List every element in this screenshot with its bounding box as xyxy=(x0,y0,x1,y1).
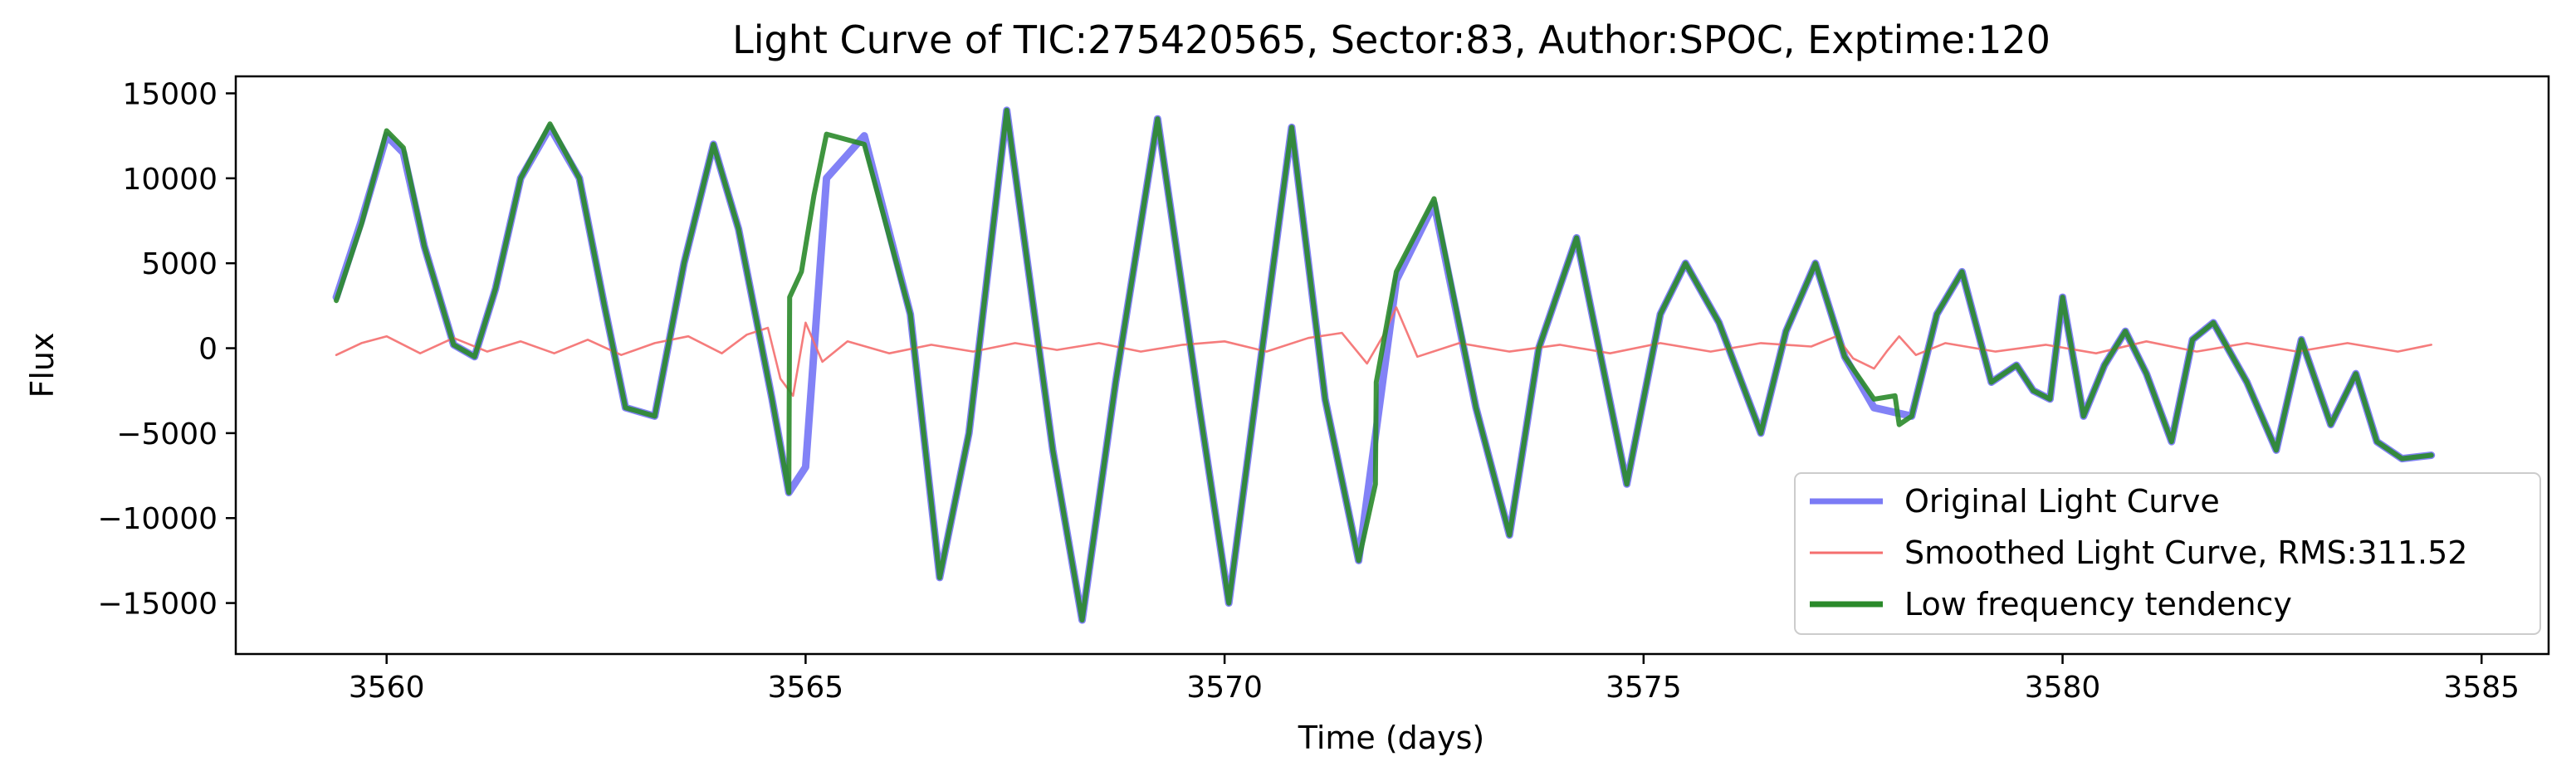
series-smoothed-light-curve xyxy=(335,306,2432,398)
legend: Original Light Curve Smoothed Light Curv… xyxy=(1794,472,2541,635)
x-tick-label: 3575 xyxy=(1606,671,1682,705)
y-tick-label: −10000 xyxy=(97,502,218,536)
y-tick-label: 15000 xyxy=(122,77,218,111)
x-tick-label: 3585 xyxy=(2443,671,2520,705)
plot-frame xyxy=(234,75,2550,656)
y-tick-label: 0 xyxy=(198,333,218,367)
chart-title: Light Curve of TIC:275420565, Sector:83,… xyxy=(732,17,2051,62)
series-layer xyxy=(332,106,2436,624)
x-tick-label: 3580 xyxy=(2025,671,2101,705)
y-axis-label: Flux xyxy=(24,333,61,398)
y-tick-label: −15000 xyxy=(97,588,218,622)
series-low-frequency-tendency xyxy=(334,107,2434,623)
x-axis-label: Time (days) xyxy=(1298,720,1484,756)
x-tick-label: 3560 xyxy=(349,671,425,705)
legend-label-low-frequency: Low frequency tendency xyxy=(1904,586,2292,622)
y-axis: −15000 −10000 −5000 0 5000 10000 15000 xyxy=(97,77,236,622)
x-axis: 3560 3565 3570 3575 3580 3585 xyxy=(349,654,2520,705)
x-tick-label: 3565 xyxy=(768,671,844,705)
y-tick-label: 10000 xyxy=(122,163,218,197)
x-tick-label: 3570 xyxy=(1186,671,1263,705)
legend-label-smoothed: Smoothed Light Curve, RMS:311.52 xyxy=(1904,534,2467,571)
y-tick-label: −5000 xyxy=(116,417,218,452)
legend-label-original: Original Light Curve xyxy=(1904,483,2220,520)
legend-frame xyxy=(1794,472,2541,635)
y-tick-label: 5000 xyxy=(141,247,218,281)
